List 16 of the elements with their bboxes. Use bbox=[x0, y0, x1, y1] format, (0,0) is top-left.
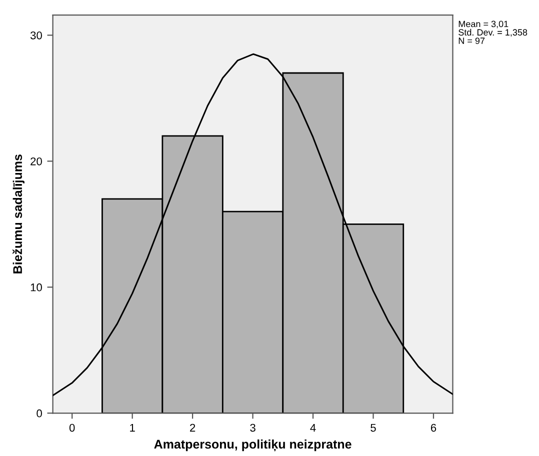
y-tick-label: 20 bbox=[30, 157, 42, 166]
x-tick-label: 4 bbox=[310, 424, 316, 432]
x-tick-label: 6 bbox=[430, 424, 436, 432]
x-tick-label: 0 bbox=[69, 424, 75, 432]
y-tick-label: 30 bbox=[30, 31, 42, 40]
x-tick-label: 1 bbox=[130, 424, 135, 432]
x-tick-label: 3 bbox=[250, 424, 256, 432]
x-tick-label: 5 bbox=[370, 424, 376, 432]
x-tick-label: 2 bbox=[190, 424, 196, 432]
text: N = 97 bbox=[458, 38, 485, 44]
text: Std. Dev. = 1,358 bbox=[458, 28, 528, 37]
y-axis-title: Biežumu sadalījums bbox=[12, 154, 24, 274]
y-tick-label: 10 bbox=[30, 283, 42, 292]
x-axis-title: Amatpersonu, politiķu neizpratne bbox=[154, 439, 352, 452]
y-tick-label: 0 bbox=[36, 409, 42, 418]
text: Mean = 3,01 bbox=[458, 20, 508, 28]
